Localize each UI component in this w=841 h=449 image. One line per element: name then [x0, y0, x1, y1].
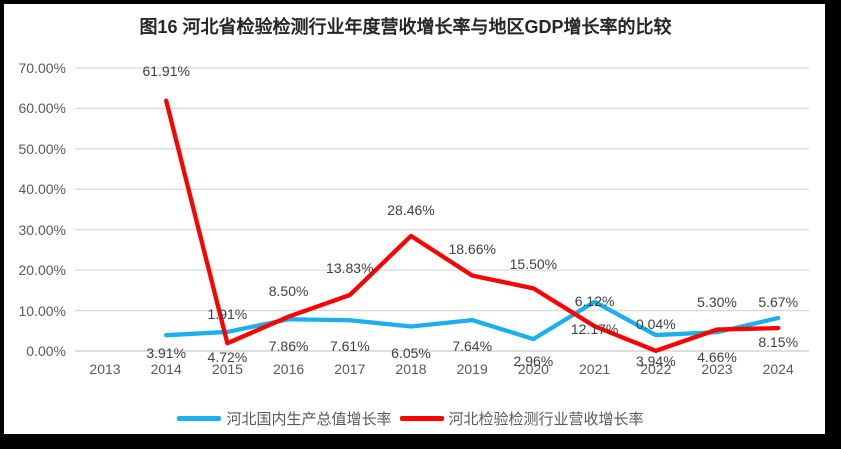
data-label: 8.15% — [758, 334, 799, 351]
data-label: 5.67% — [758, 294, 799, 311]
legend-item-revenue: 河北检验检测行业营收增长率 — [399, 408, 644, 429]
data-label: 3.91% — [146, 345, 187, 362]
y-tick-label: 70.00% — [18, 60, 66, 76]
data-label: 7.61% — [329, 338, 370, 355]
data-label: 18.66% — [448, 240, 496, 257]
data-label: 8.50% — [268, 282, 309, 299]
y-tick-label: 30.00% — [18, 221, 66, 238]
x-tick-label: 2022 — [640, 361, 672, 377]
data-label: 6.12% — [574, 293, 615, 310]
data-label: 13.83% — [326, 260, 374, 277]
chart-title: 图16 河北省检验检测行业年度营收增长率与地区GDP增长率的比较 — [139, 17, 672, 37]
revenue-line — [164, 98, 781, 353]
y-tick-label: 50.00% — [18, 140, 66, 157]
data-label: 12.17% — [570, 320, 619, 337]
x-tick-label: 2020 — [517, 361, 549, 377]
data-label: 0.04% — [635, 315, 676, 332]
x-tick-label: 2014 — [150, 361, 182, 377]
x-tick-label: 2015 — [211, 361, 243, 377]
x-tick-label: 2024 — [762, 361, 794, 377]
revenue-line-swatch — [399, 416, 444, 421]
x-tick-label: 2016 — [273, 361, 305, 377]
data-label: 7.64% — [452, 338, 493, 355]
x-tick-label: 2017 — [334, 361, 366, 377]
x-tick-label: 2023 — [701, 361, 733, 377]
frame-border-top — [0, 0, 841, 4]
y-tick-label: 20.00% — [18, 262, 66, 279]
x-tick-label: 2013 — [89, 361, 121, 377]
data-label: 2.96% — [513, 353, 554, 370]
data-label: 15.50% — [509, 256, 558, 273]
frame-border-bottom — [0, 434, 841, 449]
y-tick-label: 40.00% — [18, 181, 66, 198]
data-label: 4.66% — [697, 349, 737, 366]
data-label: 1.91% — [207, 306, 248, 323]
data-label: 7.86% — [268, 338, 309, 355]
frame-border-right — [825, 0, 841, 449]
data-label: 4.72% — [207, 348, 248, 365]
x-tick-label: 2018 — [395, 361, 427, 377]
gdp-line — [164, 299, 781, 342]
y-tick-label: 10.00% — [18, 302, 66, 319]
x-tick-label: 2019 — [456, 361, 488, 377]
data-label: 28.46% — [387, 201, 435, 218]
data-label: 6.05% — [391, 344, 431, 361]
frame-border-left — [0, 0, 4, 449]
data-label: 61.91% — [142, 62, 190, 79]
y-tick-label: 60.00% — [18, 100, 66, 117]
x-tick-label: 2021 — [579, 361, 611, 377]
data-label: 3.94% — [635, 353, 676, 370]
legend-label-gdp: 河北国内生产总值增长率 — [226, 411, 392, 428]
legend-item-gdp: 河北国内生产总值增长率 — [177, 408, 392, 429]
legend: 河北国内生产总值增长率 河北检验检测行业营收增长率 — [0, 408, 821, 429]
legend-label-revenue: 河北检验检测行业营收增长率 — [448, 411, 644, 428]
y-tick-label: 0.00% — [26, 343, 66, 359]
data-label: 5.30% — [697, 293, 737, 310]
gdp-line-swatch — [177, 416, 222, 421]
